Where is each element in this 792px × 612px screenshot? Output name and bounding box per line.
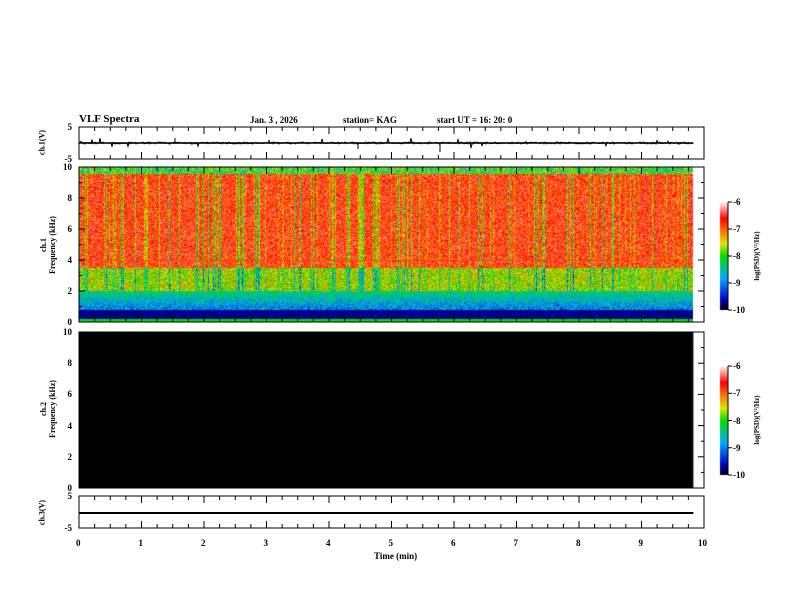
ch3-ylabel: ch.3(V): [37, 499, 47, 526]
spec1-ylabel-freq: Frequency (kHz): [48, 216, 57, 274]
spec1-ylabel-channel: ch.1: [39, 238, 48, 252]
colorbar-tick-label: -7: [733, 224, 741, 234]
y-tick-label: -5: [64, 154, 73, 164]
y-tick-label: 10: [63, 327, 72, 337]
colorbar-tick-label: -9: [733, 442, 741, 453]
y-tick-label: 8: [67, 358, 73, 369]
colorbar-tick-label: -6: [733, 361, 741, 371]
colorbar-tick-label: -7: [733, 388, 741, 399]
x-tick-label: 6: [451, 538, 456, 548]
y-tick-label: -5: [64, 523, 73, 533]
s1-frame: [78, 166, 705, 323]
x-tick-label: 10: [698, 538, 707, 548]
y-tick-label: 2: [67, 286, 73, 296]
y-tick-label: 4: [67, 255, 73, 265]
x-tick-label: 7: [513, 538, 519, 548]
colorbar-tick-label: -8: [733, 415, 741, 426]
start-time-label: start UT = 16: 20: 0: [437, 115, 513, 125]
y-tick-label: 6: [67, 389, 73, 400]
y-tick-label: 0: [67, 317, 73, 327]
ch1-ylabel: ch.1(V): [37, 129, 47, 156]
figure-title: VLF Spectra: [79, 113, 140, 125]
colorbar-tick-label: -10: [733, 305, 745, 315]
x-tick-label: 8: [576, 538, 581, 548]
spec2-ylabel: ch.2 Frequency (kHz): [39, 369, 57, 449]
x-tick-label: 3: [263, 538, 269, 548]
x-tick-label: 4: [326, 538, 331, 548]
s2-frame: [78, 331, 705, 489]
x-tick-label: 5: [388, 538, 394, 548]
y-tick-label: 4: [67, 420, 73, 431]
colorbar-tick-label: -6: [733, 197, 741, 207]
y-tick-label: 10: [63, 162, 72, 172]
colorbar1-label: log(PSD)(V²/Hz): [753, 231, 761, 281]
y-tick-label: 0: [67, 483, 73, 493]
y-tick-label: 6: [67, 224, 73, 234]
y-tick-label: 5: [67, 122, 73, 132]
x-axis-label: Time (min): [374, 551, 418, 561]
spec2-ylabel-freq: Frequency (kHz): [48, 380, 57, 438]
date-label: Jan. 3 , 2026: [250, 115, 298, 125]
x-tick-label: 1: [138, 538, 144, 548]
y-tick-label: 5: [67, 491, 73, 501]
spec1-ylabel: ch.1 Frequency (kHz): [39, 205, 57, 285]
x-tick-label: 0: [76, 538, 81, 548]
colorbar2-label: log(PSD)(V²/Hz): [753, 395, 761, 445]
y-tick-label: 8: [67, 193, 73, 203]
colorbar-tick-label: -8: [733, 251, 741, 261]
x-tick-label: 2: [201, 538, 206, 548]
colorbar-tick-label: -10: [733, 470, 745, 480]
station-label: station= KAG: [343, 115, 397, 125]
x-tick-label: 9: [638, 538, 644, 548]
y-tick-label: 2: [67, 451, 73, 462]
spec2-ylabel-channel: ch.2: [39, 402, 48, 416]
colorbar-tick-label: -9: [733, 278, 741, 288]
